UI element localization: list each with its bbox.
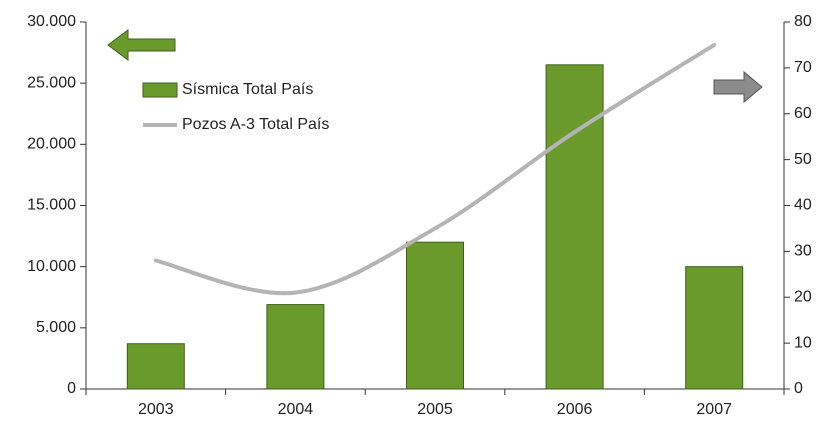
y-tick-label: 25.000 — [27, 74, 76, 91]
y2-tick-label: 40 — [794, 197, 812, 214]
line — [153, 42, 717, 296]
x-tick-label: 2007 — [696, 401, 732, 418]
y-tick-label: 5.000 — [36, 319, 76, 336]
x-tick-label: 2006 — [557, 401, 593, 418]
bar — [406, 241, 464, 390]
y-tick-label: 30.000 — [27, 13, 76, 30]
y-tick-label: 15.000 — [27, 197, 76, 214]
y2-tick-label: 10 — [794, 334, 812, 351]
bar — [126, 343, 185, 390]
x-tick-label: 2004 — [278, 401, 314, 418]
y2-tick-label: 30 — [794, 243, 812, 260]
bar — [266, 304, 325, 390]
bar — [545, 64, 604, 390]
y2-tick-label: 70 — [794, 59, 812, 76]
bar — [685, 266, 744, 390]
legend-label: Sísmica Total País — [182, 81, 313, 98]
y-tick-label: 20.000 — [27, 136, 76, 153]
x-tick-label: 2003 — [138, 401, 174, 418]
y2-tick-label: 80 — [794, 13, 812, 30]
y-tick-label: 0 — [67, 380, 76, 397]
y2-tick-label: 60 — [794, 105, 812, 122]
y2-tick-label: 0 — [794, 380, 803, 397]
x-tick-label: 2005 — [417, 401, 453, 418]
legend-swatch — [142, 82, 178, 98]
y2-tick-label: 50 — [794, 151, 812, 168]
right-axis-arrow — [713, 70, 763, 104]
y-tick-label: 10.000 — [27, 258, 76, 275]
legend-label: Pozos A-3 Total País — [182, 116, 329, 133]
left-axis-arrow — [107, 29, 176, 61]
y2-tick-label: 20 — [794, 288, 812, 305]
